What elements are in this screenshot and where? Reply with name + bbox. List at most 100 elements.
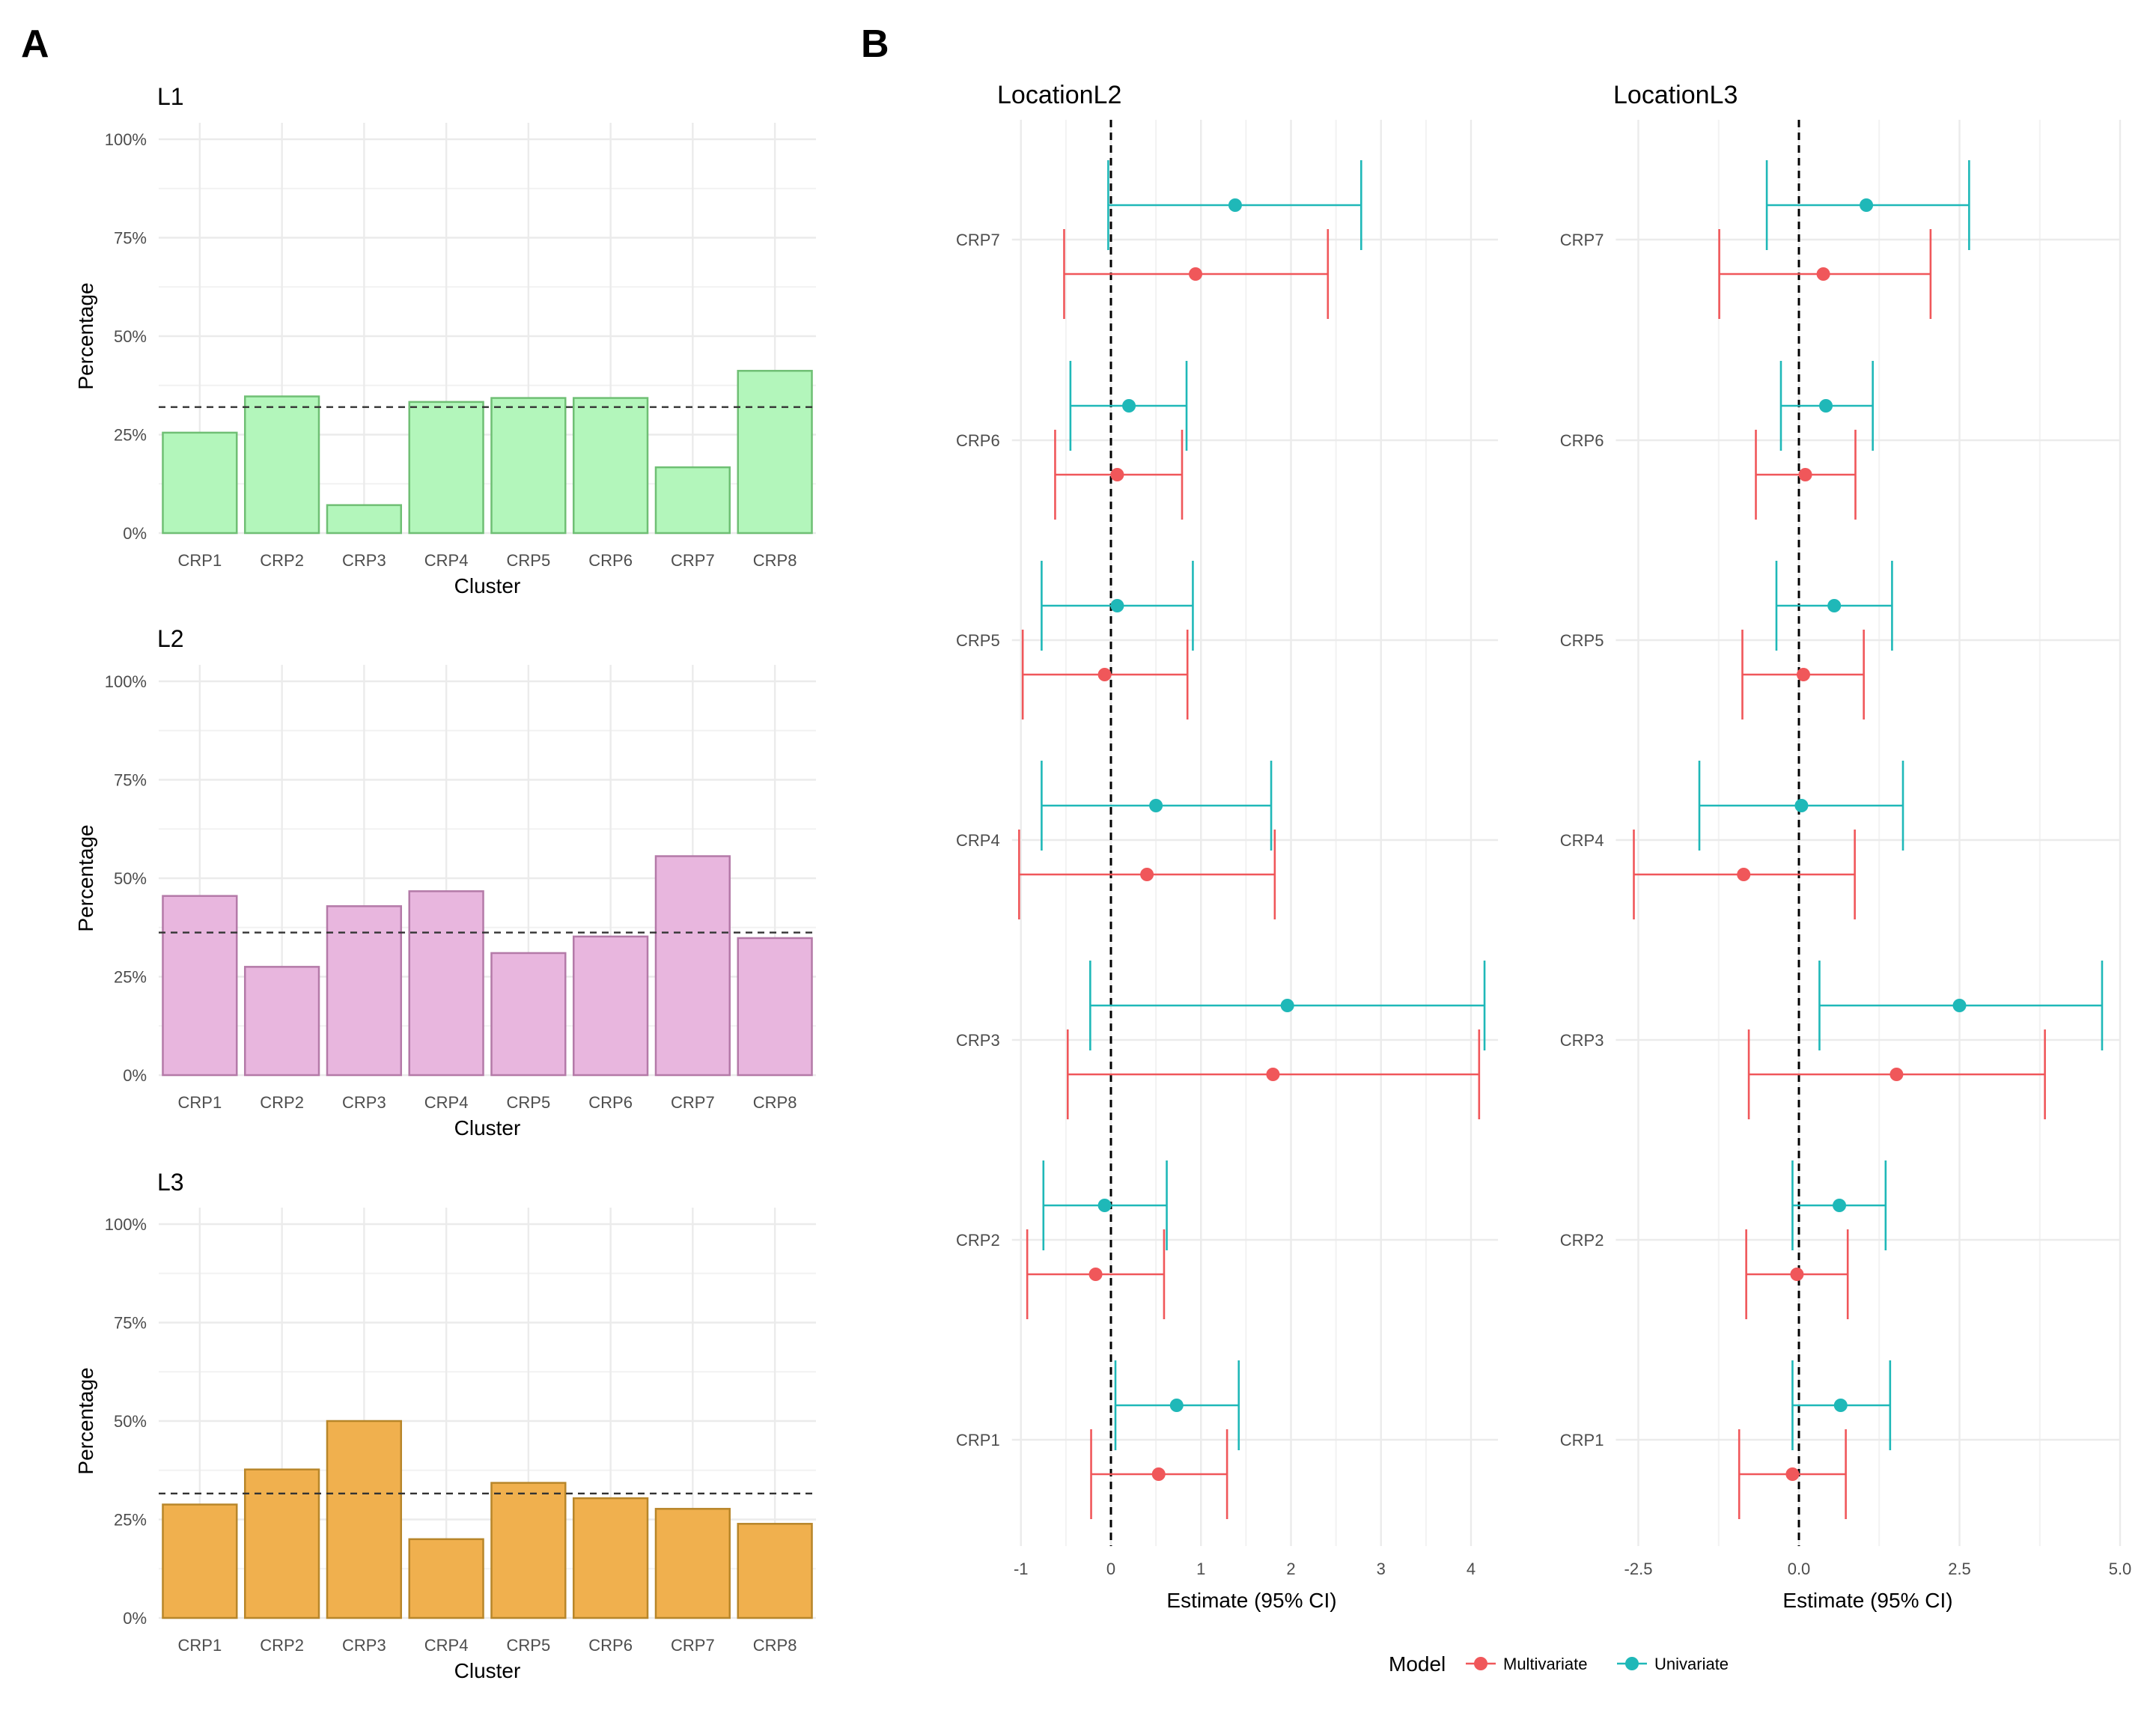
estimate-point-multivariate [1140, 868, 1154, 881]
estimate-point-multivariate [1816, 267, 1830, 281]
y-axis-title: Percentage [74, 1367, 97, 1474]
y-tick-label: CRP4 [956, 831, 1000, 850]
x-tick-label: CRP3 [342, 551, 386, 570]
x-tick-label: CRP5 [507, 1636, 551, 1655]
y-tick-label: 100% [105, 1215, 147, 1234]
x-tick-label: 3 [1377, 1560, 1386, 1578]
x-tick-label: 1 [1196, 1560, 1205, 1578]
y-tick-label: CRP3 [956, 1031, 1000, 1050]
y-tick-label: 50% [114, 327, 147, 346]
bar-crp8 [737, 937, 813, 1077]
bar-crp1 [162, 895, 238, 1077]
y-tick-label: 100% [105, 672, 147, 691]
bar-crp1 [162, 431, 238, 535]
y-tick-label: CRP4 [1560, 831, 1604, 850]
bar-crp2 [243, 1468, 320, 1619]
x-tick-label: 2 [1286, 1560, 1295, 1578]
x-tick-label: CRP1 [178, 1093, 222, 1112]
bar-crp6 [572, 397, 649, 535]
legend-key-point [1474, 1657, 1487, 1670]
bar-crp7 [654, 1508, 731, 1619]
x-tick-label: CRP5 [507, 1093, 551, 1112]
x-tick-label: CRP1 [178, 1636, 222, 1655]
estimate-point-univariate [1819, 399, 1833, 413]
x-tick-label: CRP7 [671, 551, 715, 570]
x-tick-label: 4 [1467, 1560, 1476, 1578]
x-tick-label: CRP5 [507, 551, 551, 570]
x-tick-label: CRP8 [753, 551, 797, 570]
y-tick-label: CRP3 [1560, 1031, 1604, 1050]
y-tick-label: 75% [114, 771, 147, 790]
x-tick-label: CRP1 [178, 551, 222, 570]
x-axis-title: Estimate (95% CI) [1166, 1589, 1336, 1612]
estimate-point-univariate [1794, 799, 1809, 812]
estimate-point-univariate [1169, 1399, 1184, 1412]
x-tick-label: CRP4 [424, 1093, 469, 1112]
estimate-point-multivariate [1798, 468, 1812, 481]
bar-crp8 [737, 1523, 813, 1619]
bar-crp3 [326, 504, 403, 535]
estimate-point-multivariate [1110, 468, 1124, 481]
facet-title: L3 [157, 1169, 184, 1196]
y-tick-label: 0% [123, 1609, 147, 1628]
y-tick-label: 100% [105, 130, 147, 149]
bar-crp3 [326, 905, 403, 1077]
y-tick-label: 50% [114, 1412, 147, 1431]
forest-plot-locationl3: -2.5 0.0 2.5 5.0 CRP1 CRP2 CRP3 CRP4 CRP5 CRP6 CRP… [1560, 81, 2132, 1612]
x-tick-label: CRP2 [260, 1636, 304, 1655]
estimate-point-univariate [1280, 999, 1294, 1012]
forest-plots-panel: -1 0 1 2 3 4 CRP1 CRP2 CRP3 CRP4 CRP5 CRP6 CRP7 Locat… [956, 81, 2131, 1612]
y-tick-label: 75% [114, 1314, 147, 1333]
facet-title: LocationL2 [997, 81, 1121, 109]
bar-crp4 [408, 401, 484, 535]
estimate-point-multivariate [1785, 1467, 1800, 1481]
bar-crp7 [654, 855, 731, 1077]
y-tick-label: CRP1 [1560, 1431, 1604, 1449]
estimate-point-multivariate [1266, 1068, 1280, 1081]
forest-plot-locationl2: -1 0 1 2 3 4 CRP1 CRP2 CRP3 CRP4 CRP5 CRP6 CRP7 Locat… [956, 81, 1499, 1612]
facet-title: L1 [157, 83, 184, 110]
x-tick-label: 2.5 [1948, 1560, 1971, 1578]
bar-crp1 [162, 1503, 238, 1619]
bar-crp3 [326, 1420, 403, 1619]
x-tick-label: CRP3 [342, 1636, 386, 1655]
bar-crp5 [490, 1482, 567, 1619]
estimate-point-multivariate [1097, 668, 1112, 681]
y-tick-label: CRP1 [956, 1431, 1000, 1449]
x-tick-label: CRP4 [424, 1636, 469, 1655]
bar-crp2 [243, 395, 320, 535]
facet-title: L2 [157, 625, 184, 652]
bar-crp6 [572, 1497, 649, 1619]
legend-item-univariate: Univariate [1654, 1655, 1729, 1673]
y-tick-label: 0% [123, 1066, 147, 1085]
bar-charts-panel: 0% 25% 50% 75% 100% CRP1 CRP2 CRP3 CRP4 CRP5 CRP6 C… [74, 83, 816, 1682]
x-tick-label: -2.5 [1624, 1560, 1653, 1578]
y-tick-label: CRP7 [956, 231, 1000, 249]
x-tick-label: CRP6 [588, 1636, 633, 1655]
facet-title: LocationL3 [1613, 81, 1738, 109]
estimate-point-univariate [1833, 1199, 1847, 1212]
x-tick-label: 0.0 [1788, 1560, 1811, 1578]
y-tick-label: CRP5 [956, 631, 1000, 650]
bar-crp7 [654, 466, 731, 535]
x-tick-label: -1 [1014, 1560, 1029, 1578]
estimate-point-multivariate [1889, 1068, 1904, 1081]
bar-crp4 [408, 890, 484, 1077]
y-axis-title: Percentage [74, 282, 97, 389]
bar-chart-l1: 0% 25% 50% 75% 100% CRP1 CRP2 CRP3 CRP4 CRP5 CRP6 C… [74, 83, 816, 597]
estimate-point-univariate [1149, 799, 1163, 812]
bar-chart-l2: 0% 25% 50% 75% 100% CRP1 CRP2 CRP3 CRP4 CRP5 CRP6 C… [74, 625, 816, 1140]
x-tick-label: CRP3 [342, 1093, 386, 1112]
estimate-point-univariate [1228, 198, 1242, 212]
y-tick-label: CRP5 [1560, 631, 1604, 650]
legend-title: Model [1389, 1652, 1446, 1676]
x-axis-title: Cluster [454, 1116, 521, 1140]
x-axis-title: Cluster [454, 574, 521, 597]
panel-label-b: B [861, 22, 889, 66]
x-tick-label: 5.0 [2109, 1560, 2132, 1578]
x-tick-label: CRP2 [260, 551, 304, 570]
x-tick-label: CRP4 [424, 551, 469, 570]
legend-item-multivariate: Multivariate [1503, 1655, 1587, 1673]
legend: Model Multivariate Univariate [1389, 1652, 1729, 1676]
